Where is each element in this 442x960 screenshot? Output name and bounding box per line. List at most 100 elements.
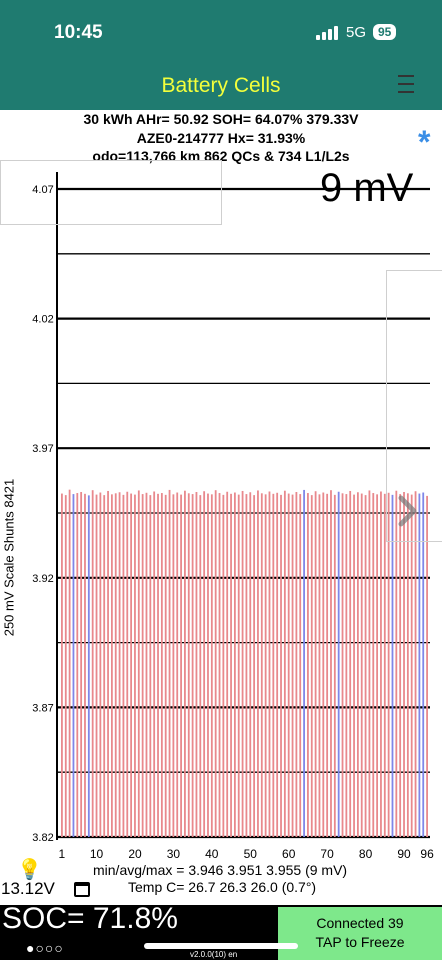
bluetooth-star-icon[interactable]: * bbox=[418, 124, 431, 160]
home-indicator bbox=[144, 943, 298, 949]
cell-bar bbox=[191, 494, 194, 837]
y-tick-label: 4.02 bbox=[32, 314, 53, 326]
cell-bar bbox=[364, 495, 367, 837]
cell-bar bbox=[410, 494, 413, 837]
menu-icon[interactable] bbox=[396, 70, 418, 100]
cell-bar bbox=[80, 492, 83, 837]
cell-bar bbox=[207, 493, 209, 837]
version-label: v2.0.0(10) en bbox=[190, 950, 238, 959]
cell-bar bbox=[264, 494, 267, 837]
cell-bar bbox=[214, 490, 217, 837]
calendar-icon[interactable] bbox=[74, 882, 90, 897]
cell-bar bbox=[233, 492, 236, 837]
cell-bar bbox=[61, 493, 63, 837]
cell-bar bbox=[203, 491, 206, 837]
app-bar: Battery Cells bbox=[0, 64, 442, 110]
cell-bar bbox=[103, 495, 106, 837]
cell-bar bbox=[195, 492, 198, 837]
zoom-box-top-left[interactable] bbox=[0, 160, 222, 225]
lightbulb-icon[interactable]: 💡 bbox=[17, 859, 42, 881]
y-axis-scale-label: 250 mV Scale Shunts 8421 bbox=[1, 478, 17, 637]
page-dots[interactable]: ●○○○ bbox=[26, 940, 64, 956]
cell-bar bbox=[341, 493, 344, 837]
y-tick-label: 3.82 bbox=[32, 832, 53, 844]
cell-bar bbox=[249, 492, 252, 837]
cell-bar bbox=[145, 492, 148, 837]
cell-bar bbox=[272, 493, 275, 837]
cell-bar bbox=[76, 493, 79, 837]
network-label: 5G bbox=[346, 24, 367, 41]
x-tick-label: 30 bbox=[167, 847, 181, 861]
cell-bar bbox=[114, 493, 117, 837]
cell-bar bbox=[406, 493, 409, 837]
cell-bar bbox=[291, 494, 294, 837]
cell-bar bbox=[356, 492, 359, 837]
soc-readout: SOC= 71.8% bbox=[2, 902, 178, 935]
battery-icon: 95 bbox=[373, 24, 397, 40]
cell-bar bbox=[226, 491, 229, 837]
x-tick-label: 1 bbox=[59, 847, 66, 861]
cell-bar bbox=[326, 493, 329, 837]
cell-bar bbox=[176, 492, 179, 837]
cell-bar bbox=[118, 492, 121, 837]
y-tick-label: 3.87 bbox=[32, 702, 53, 714]
cell-bar bbox=[314, 491, 317, 837]
cell-bar bbox=[168, 489, 171, 837]
x-tick-label: 96 bbox=[420, 847, 434, 861]
cell-bar bbox=[307, 493, 309, 837]
x-tick-label: 90 bbox=[397, 847, 411, 861]
cell-bar bbox=[149, 495, 152, 837]
status-bar: 10:45 5G 95 bbox=[0, 0, 442, 64]
cell-bar bbox=[333, 494, 336, 837]
shunt-cell-bar bbox=[87, 495, 90, 837]
x-tick-label: 80 bbox=[359, 847, 373, 861]
cell-bar bbox=[399, 494, 402, 837]
y-tick-label: 3.92 bbox=[32, 573, 53, 585]
cell-bar bbox=[107, 490, 109, 837]
cell-bar bbox=[353, 494, 355, 837]
cell-bar bbox=[318, 494, 321, 837]
shunt-cell-bar bbox=[72, 494, 75, 837]
battery-summary: 30 kWh AHr= 50.92 SOH= 64.07% 379.33V bbox=[83, 111, 359, 127]
status-time: 10:45 bbox=[54, 22, 103, 43]
cell-bar bbox=[403, 492, 405, 837]
shunt-cell-bar bbox=[303, 489, 305, 837]
shunt-cell-bar bbox=[391, 494, 394, 837]
cell-bar bbox=[260, 493, 263, 837]
freeze-label: TAP to Freeze bbox=[315, 934, 405, 950]
cell-bar bbox=[126, 491, 129, 837]
cell-bar bbox=[280, 494, 282, 837]
cell-bar bbox=[187, 493, 190, 837]
connection-button[interactable]: Connected 39 TAP to Freeze bbox=[278, 907, 442, 960]
cell-bar bbox=[218, 493, 221, 837]
zoom-box-right[interactable] bbox=[386, 270, 442, 542]
cell-bar bbox=[160, 493, 163, 837]
connected-label: Connected 39 bbox=[316, 915, 404, 931]
cell-bar bbox=[372, 493, 375, 837]
x-tick-label: 40 bbox=[205, 847, 219, 861]
cell-bar bbox=[130, 493, 133, 837]
cell-bar bbox=[84, 493, 86, 837]
x-tick-label: 60 bbox=[282, 847, 296, 861]
cell-bar bbox=[360, 493, 363, 837]
cell-bar bbox=[376, 494, 379, 837]
cell-bar bbox=[395, 490, 398, 837]
chevron-right-icon[interactable] bbox=[398, 495, 417, 527]
cell-bar bbox=[157, 493, 159, 837]
cell-bar bbox=[137, 490, 140, 837]
cell-bar bbox=[387, 492, 390, 837]
cell-bar bbox=[414, 491, 417, 837]
cell-bar bbox=[310, 495, 313, 837]
cell-bar bbox=[268, 491, 271, 837]
signal-icon bbox=[316, 26, 340, 40]
cell-bar bbox=[210, 494, 213, 837]
cell-bar bbox=[257, 490, 259, 837]
shunt-cell-bar bbox=[418, 493, 421, 837]
cell-bar bbox=[68, 489, 71, 837]
cell-bar bbox=[91, 490, 94, 837]
cell-bar bbox=[287, 493, 290, 837]
cell-bar bbox=[230, 493, 232, 837]
vehicle-id-line: AZE0-214777 Hx= 31.93% bbox=[136, 130, 306, 146]
page-title: Battery Cells bbox=[161, 74, 281, 97]
